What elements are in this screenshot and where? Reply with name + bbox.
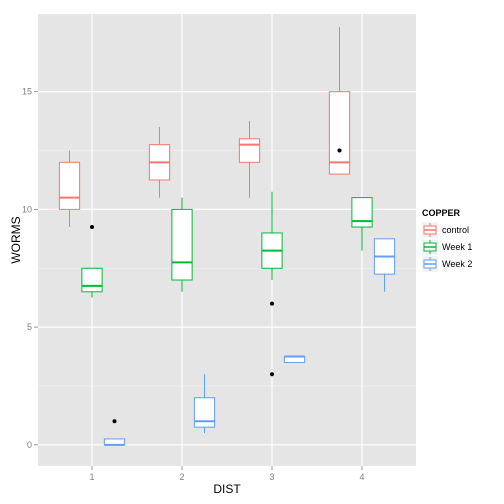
box [171,208,193,281]
box [81,267,103,293]
series-week-2 [103,238,396,446]
legend-title: COPPER [422,208,461,218]
legend: COPPER control Week 1 Week 2 [421,208,472,273]
legend-key-week-1 [421,238,439,256]
y-tick-label: 5 [27,322,32,332]
x-axis-title: DIST [213,482,241,496]
series-week-1 [81,191,373,377]
legend-key-control [421,221,439,239]
outlier-point [90,225,94,230]
outlier-point [270,372,274,377]
box [58,161,81,210]
legend-label: Week 2 [442,259,472,269]
outlier-point [112,419,117,424]
plot-panel [38,14,416,466]
legend-label: Week 1 [442,242,472,252]
box [351,197,373,228]
y-tick-label: 10 [22,204,32,214]
y-axis-title: WORMS [9,216,23,263]
outlier-point [270,301,274,306]
boxes [58,26,396,446]
box [238,138,261,163]
x-tick-label: 1 [89,472,94,482]
outlier-point [337,148,342,153]
x-tick-label: 2 [179,472,184,482]
series-control [58,26,351,228]
y-tick-label: 15 [22,87,32,97]
y-tick-label: 0 [27,440,32,450]
axis-ticks: 0 5 10 15 1 2 3 4 [22,87,365,482]
x-tick-label: 4 [359,472,364,482]
box [328,91,351,175]
legend-label: control [442,225,469,235]
x-tick-label: 3 [269,472,274,482]
box [193,397,216,428]
legend-key-week-2 [421,255,439,273]
